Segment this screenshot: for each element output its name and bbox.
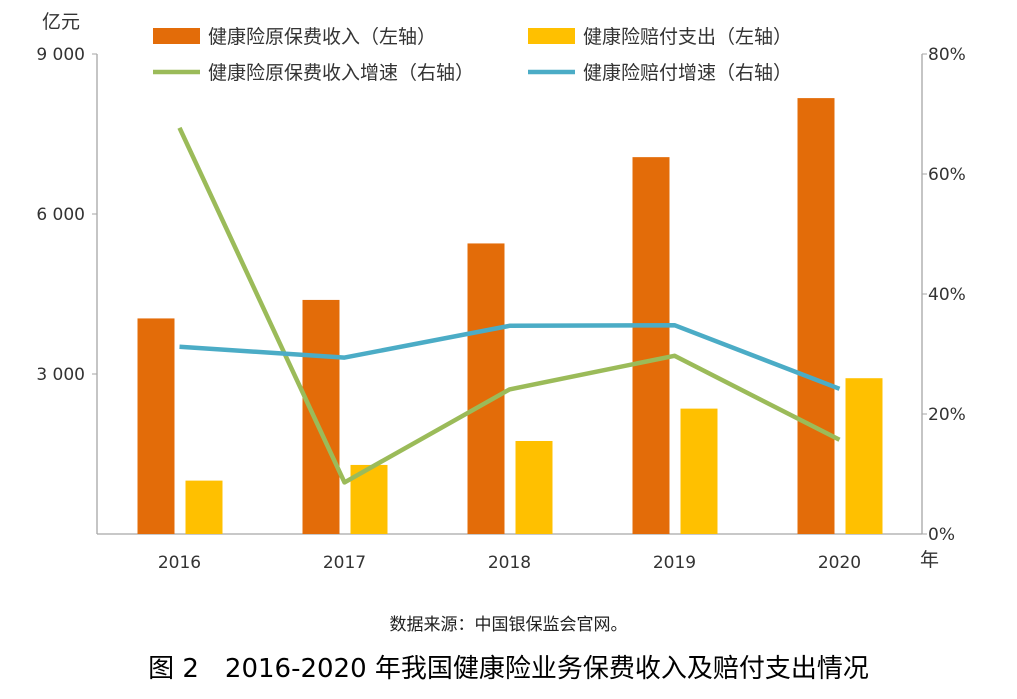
x-axis-unit: 年 bbox=[920, 549, 939, 571]
legend-label: 健康险赔付增速（右轴） bbox=[583, 62, 792, 84]
left-axis-tick-label: 6 000 bbox=[36, 205, 85, 225]
legend-label: 健康险原保费收入（左轴） bbox=[208, 26, 436, 48]
bar-premium bbox=[467, 243, 505, 534]
right-axis-tick-label: 0% bbox=[928, 525, 955, 545]
right-axis-tick-label: 80% bbox=[928, 45, 966, 65]
bar-claims bbox=[515, 440, 553, 534]
left-axis-tick-label: 9 000 bbox=[36, 45, 85, 65]
right-axis-tick-label: 20% bbox=[928, 405, 966, 425]
legend-label: 健康险赔付支出（左轴） bbox=[583, 26, 792, 48]
right-axis-tick-label: 40% bbox=[928, 285, 966, 305]
figure-caption: 图 2 2016-2020 年我国健康险业务保费收入及赔付支出情况 bbox=[148, 654, 869, 684]
left-axis-tick-label: 3 000 bbox=[36, 365, 85, 385]
x-axis-tick-label: 2017 bbox=[323, 553, 366, 573]
legend-label: 健康险原保费收入增速（右轴） bbox=[208, 62, 474, 84]
bar-claims bbox=[845, 378, 883, 534]
x-axis-tick-label: 2020 bbox=[818, 553, 861, 573]
x-axis-tick-label: 2019 bbox=[653, 553, 696, 573]
left-axis-unit: 亿元 bbox=[42, 11, 80, 33]
bar-premium bbox=[632, 157, 670, 534]
chart: 3 000 6 000 9 000 0% 20% 40% 60% 80% 2016 2017 201… bbox=[36, 11, 966, 573]
legend-swatch bbox=[153, 28, 200, 44]
bar-premium bbox=[137, 318, 175, 534]
source-note: 数据来源：中国银保监会官网。 bbox=[389, 615, 628, 635]
bar-premium bbox=[797, 98, 835, 535]
line-claims-growth bbox=[179, 322, 841, 391]
bar-claims bbox=[680, 408, 718, 534]
x-axis-tick-label: 2016 bbox=[158, 553, 201, 573]
bar-claims bbox=[185, 480, 223, 534]
x-axis-tick-label: 2018 bbox=[488, 553, 531, 573]
legend-swatch bbox=[528, 28, 575, 44]
right-axis-tick-label: 60% bbox=[928, 165, 966, 185]
line-premium-growth bbox=[177, 126, 841, 485]
bar-premium bbox=[302, 299, 340, 534]
